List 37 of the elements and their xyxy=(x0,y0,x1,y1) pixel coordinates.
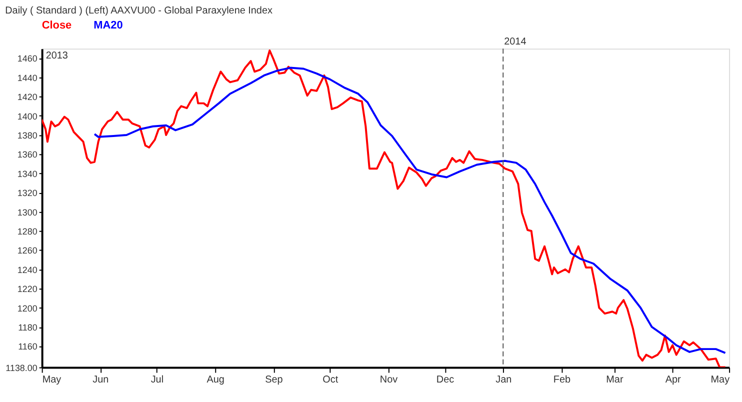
x-tick-label: Dec xyxy=(436,374,454,386)
text: MA20 xyxy=(94,20,123,32)
y-tick-label: 1280 xyxy=(17,226,38,236)
y-tick-label: 1240 xyxy=(17,264,38,275)
y-tick-label: 1138.00 xyxy=(6,362,38,373)
y-tick-label: 1180 xyxy=(18,322,38,332)
x-tick-label: Nov xyxy=(380,374,398,386)
y-tick-label: 1300 xyxy=(17,207,38,218)
x-tick-label: Apr xyxy=(665,374,682,386)
y-tick-label: 1200 xyxy=(17,303,38,314)
y-tick-label: 1360 xyxy=(17,150,38,160)
annotation: 2013 xyxy=(46,50,68,62)
chart-title: Daily ( Standard ) (Left) AAXVU00 - Global Paraxylene Index xyxy=(5,6,272,17)
text: Close xyxy=(42,20,72,32)
y-tick-label: 1340 xyxy=(17,168,38,179)
x-tick-label: May xyxy=(710,374,730,386)
y-tick-label: 1220 xyxy=(17,284,38,294)
x-tick-label: Sep xyxy=(265,374,284,386)
x-tick-label: May xyxy=(42,374,62,386)
x-tick-label: Mar xyxy=(606,374,624,386)
x-tick-label: Jul xyxy=(150,374,164,386)
line-series xyxy=(42,50,726,368)
y-tick-label: 1320 xyxy=(17,188,38,198)
y-tick-label: 1420 xyxy=(17,92,38,102)
x-tick-label: Aug xyxy=(206,374,224,386)
y-tick-label: 1160 xyxy=(18,342,38,352)
y-tick-label: 1260 xyxy=(17,246,38,256)
x-tick-label: Feb xyxy=(553,374,572,386)
y-tick-label: 1460 xyxy=(17,54,38,64)
y-tick-label: 1440 xyxy=(17,72,38,83)
line-series xyxy=(94,66,726,354)
x-tick-label: Oct xyxy=(322,374,338,386)
y-tick-label: 1400 xyxy=(17,111,38,122)
x-tick-label: Jun xyxy=(92,374,109,386)
ref-line-label: 2014 xyxy=(504,36,527,48)
y-tick-label: 1380 xyxy=(17,130,38,140)
x-tick-label: Jan xyxy=(496,374,512,386)
